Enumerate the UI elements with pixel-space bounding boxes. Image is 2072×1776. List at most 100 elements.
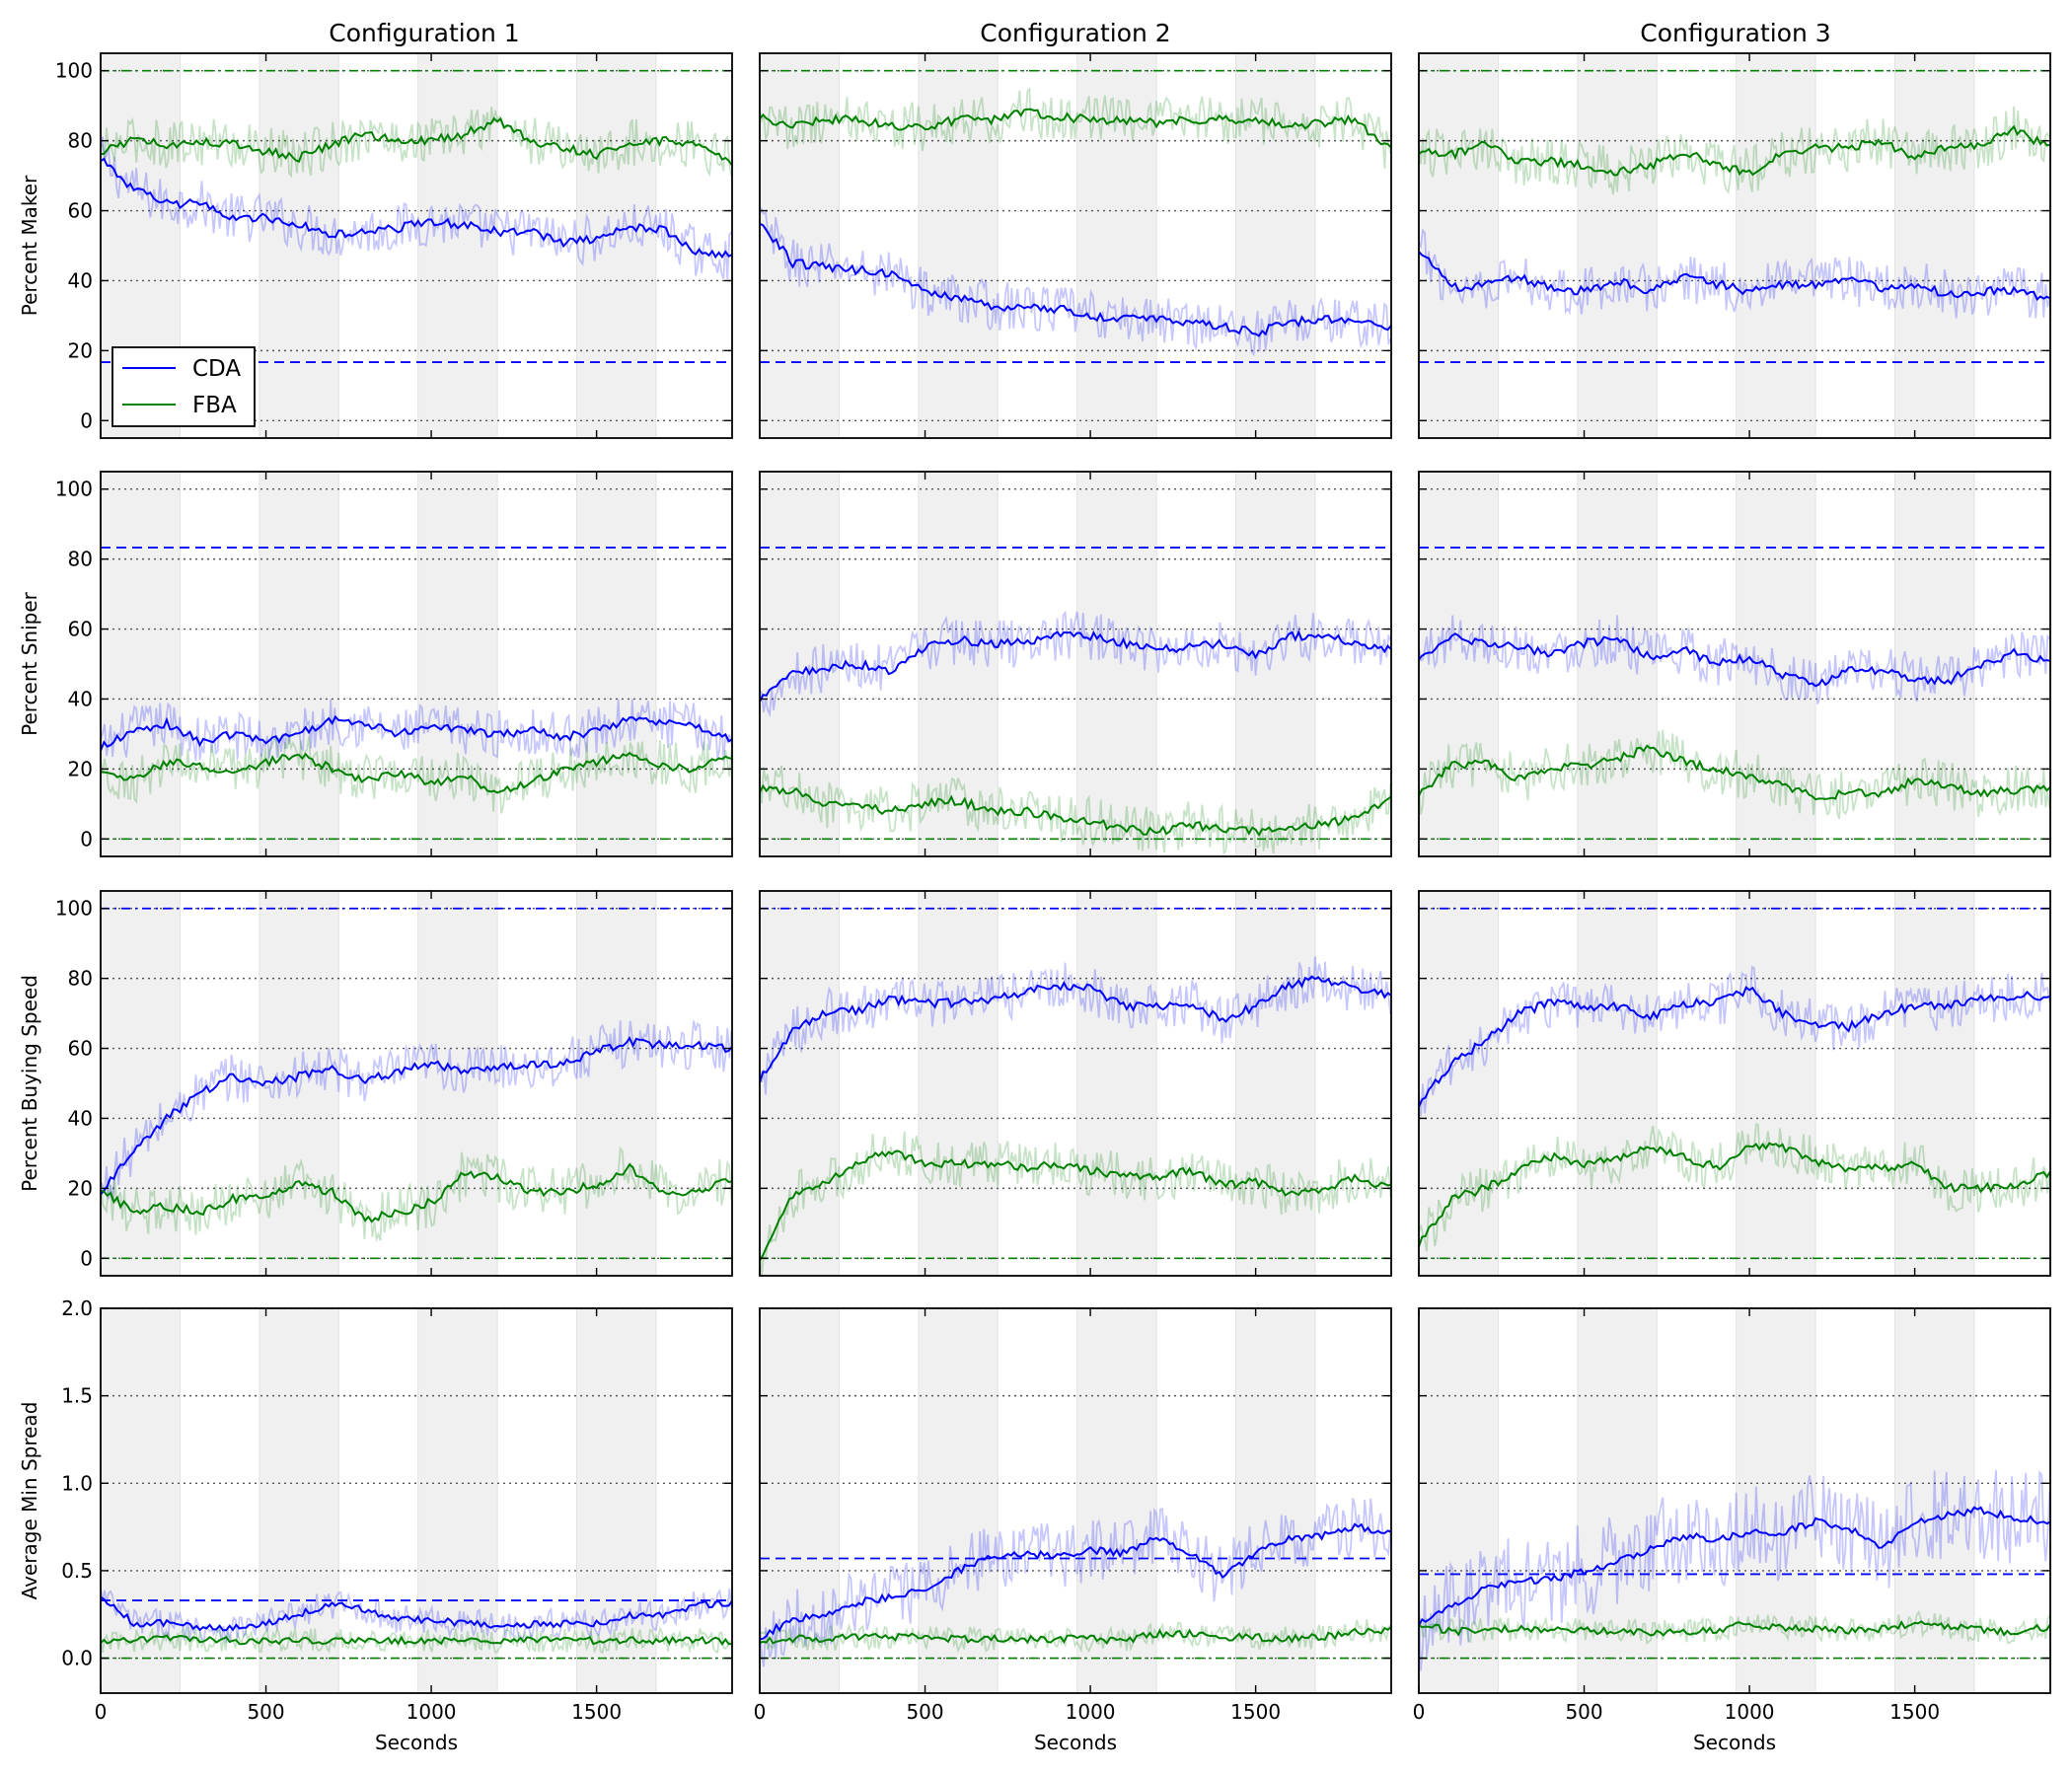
shaded-interval	[1894, 52, 1975, 439]
shaded-interval	[100, 1307, 181, 1694]
shaded-interval	[417, 890, 498, 1277]
panel-r1-c3	[1418, 52, 2051, 439]
panel-r4-c1: 0.0 0.5 1.0 1.5 2.0 0 500 1000 1500 Seconds	[61, 1296, 733, 1754]
raw-trace-fba	[100, 734, 733, 814]
y-tick-label: 40	[68, 1106, 93, 1130]
shaded-interval	[759, 1307, 840, 1694]
series-line-cda	[100, 157, 733, 259]
shaded-interval	[100, 471, 181, 857]
shaded-interval	[1076, 1307, 1157, 1694]
raw-trace-cda	[759, 206, 1392, 357]
raw-trace-fba	[759, 765, 1392, 856]
shaded-interval	[576, 890, 657, 1277]
shaded-interval	[1418, 52, 1499, 439]
x-tick-label: 500	[1565, 1700, 1602, 1724]
raw-trace-fba	[1418, 729, 2051, 820]
column-titles: Configuration 1 Configuration 2 Configur…	[329, 19, 1830, 47]
panel-frame	[100, 471, 733, 857]
legend-box	[111, 346, 256, 427]
column-title-2: Configuration 2	[980, 19, 1170, 47]
shaded-interval	[759, 471, 840, 857]
series-line-fba	[100, 1162, 733, 1223]
series-line-fba	[100, 1634, 733, 1646]
shaded-interval	[1418, 890, 1499, 1277]
series-line-cda	[759, 975, 1392, 1083]
series-line-cda	[1418, 986, 2051, 1108]
y-tick-label: 0.5	[61, 1559, 93, 1583]
column-title-3: Configuration 3	[1640, 19, 1830, 47]
x-tick-label: 0	[1413, 1700, 1426, 1724]
raw-trace-fba	[100, 1146, 733, 1243]
panel-r2-c1: 0 20 40 60 80 100	[55, 471, 733, 857]
y-tick-label: 40	[68, 268, 93, 292]
raw-trace-cda	[100, 699, 733, 762]
raw-trace-fba	[1418, 106, 2051, 195]
raw-trace-cda	[759, 610, 1392, 718]
panel-frame	[1418, 471, 2051, 857]
shaded-interval	[918, 1307, 999, 1694]
x-tick-label: 1500	[1230, 1700, 1281, 1724]
raw-trace-cda	[100, 136, 733, 280]
panel-r4-c3: 0 500 1000 1500 Seconds	[1413, 1307, 2051, 1754]
shaded-interval	[759, 52, 840, 439]
y-axis-label: Average Min Spread	[18, 1402, 41, 1600]
y-tick-label: 80	[68, 129, 93, 153]
panel-frame	[1418, 52, 2051, 439]
y-tick-label: 1.5	[61, 1384, 93, 1408]
shaded-interval	[576, 471, 657, 857]
panel-r4-c2: 0 500 1000 1500 Seconds	[754, 1307, 1392, 1754]
legend-label-fba: FBA	[192, 393, 237, 418]
y-tick-label: 100	[55, 59, 93, 83]
x-tick-label: 500	[906, 1700, 943, 1724]
shaded-interval	[1577, 52, 1658, 439]
y-tick-label: 100	[55, 478, 93, 501]
y-tick-label: 80	[68, 967, 93, 991]
panel-r3-c3	[1418, 890, 2051, 1277]
raw-trace-cda	[1418, 965, 2051, 1117]
shaded-interval	[1577, 1307, 1658, 1694]
shaded-interval	[576, 1307, 657, 1694]
shaded-interval	[259, 1307, 339, 1694]
shaded-interval	[1577, 471, 1658, 857]
x-axis-label: Seconds	[1693, 1731, 1776, 1754]
raw-trace-fba	[759, 1131, 1392, 1277]
shaded-interval	[1894, 890, 1975, 1277]
shaded-interval	[417, 471, 498, 857]
series-line-fba	[1418, 124, 2051, 177]
shaded-interval	[259, 471, 339, 857]
y-tick-label: 0.0	[61, 1647, 93, 1670]
series-line-fba	[100, 751, 733, 794]
series-line-fba	[1418, 1142, 2051, 1247]
shaded-interval	[1418, 471, 1499, 857]
panel-grid: Percent Maker 0 20 40 60 80 100 Percent Sniper 0…	[18, 52, 2051, 1754]
y-axis-label: Percent Maker	[18, 175, 41, 316]
shaded-interval	[1076, 471, 1157, 857]
series-line-cda	[1418, 251, 2051, 302]
series-line-fba	[1418, 744, 2051, 801]
panel-r1-c1: 0 20 40 60 80 100	[55, 52, 733, 439]
legend-label-cda: CDA	[192, 356, 241, 382]
series-line-fba	[759, 783, 1392, 838]
panel-r2-c2	[759, 471, 1392, 857]
panel-frame	[759, 52, 1392, 439]
panel-r3-c2	[759, 890, 1392, 1277]
y-tick-label: 0	[80, 1246, 93, 1270]
series-line-fba	[1418, 1620, 2051, 1637]
panel-frame	[759, 1307, 1392, 1694]
y-tick-label: 2.0	[61, 1296, 93, 1320]
x-tick-label: 1500	[1889, 1700, 1940, 1724]
series-line-cda	[1418, 632, 2051, 688]
y-tick-label: 1.0	[61, 1471, 93, 1495]
shaded-interval	[1736, 52, 1816, 439]
y-tick-label: 100	[55, 897, 93, 921]
shaded-interval	[918, 471, 999, 857]
shaded-interval	[417, 52, 498, 439]
shaded-interval	[1076, 890, 1157, 1277]
panel-frame	[759, 890, 1392, 1277]
series-line-fba	[759, 1626, 1392, 1646]
y-tick-label: 20	[68, 757, 93, 780]
x-axis-label: Seconds	[1034, 1731, 1117, 1754]
panel-frame	[759, 471, 1392, 857]
x-tick-label: 0	[95, 1700, 108, 1724]
